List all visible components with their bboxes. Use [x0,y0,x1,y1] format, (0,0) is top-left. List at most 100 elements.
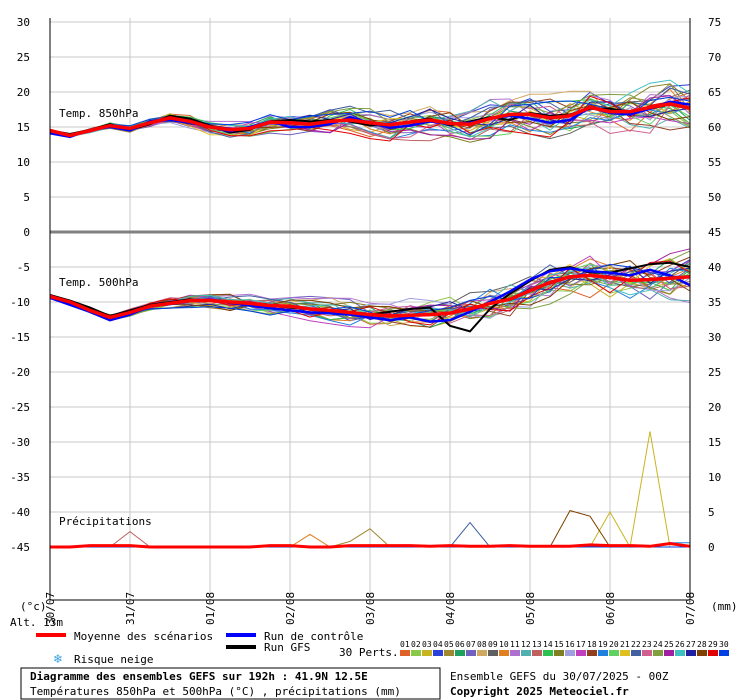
pert-legend-id: 09 [488,640,498,649]
pert-legend-swatch [499,650,509,656]
pert-legend-id: 25 [664,640,674,649]
legend-label-gfs: Run GFS [264,641,310,654]
pert-legend-swatch [477,650,487,656]
pert-legend-id: 03 [422,640,432,649]
y-right-tick-label: 20 [708,401,721,414]
pert-legend-swatch [510,650,520,656]
title-box [20,667,441,700]
pert-legend-id: 22 [631,640,641,649]
pert-legend-swatch [466,650,476,656]
y-left-tick-label: 10 [17,156,30,169]
panel-title-850hpa: Temp. 850hPa [59,107,138,120]
pert-legend-swatch [422,650,432,656]
pert-legend-swatch [653,650,663,656]
pert-legend-id: 08 [477,640,487,649]
pert-legend-swatch [565,650,575,656]
pert-legend-id: 26 [675,640,685,649]
y-left-tick-label: 5 [23,191,30,204]
y-right-tick-label: 0 [708,541,715,554]
x-tick-label: 04/08 [444,592,457,625]
pert-legend-swatch [642,650,652,656]
y-right-tick-label: 40 [708,261,721,274]
perturbation-legend: 01 02 03 04 05 06 07 08 09 10 11 12 13 14 15 16 17 18 19 20… [400,640,729,656]
pert-legend-swatch [488,650,498,656]
legend-label-control: Run de contrôle [264,630,363,643]
pert-legend-swatch [697,650,707,656]
pert-legend-id: 21 [620,640,630,649]
perturbation-line [49,96,691,136]
pert-legend-id: 20 [609,640,619,649]
y-right-tick-label: 30 [708,331,721,344]
y-left-tick-label: -5 [17,261,30,274]
legend-label-perts: 30 Perts. [339,646,399,659]
pert-legend-id: 07 [466,640,476,649]
pert-legend-id: 02 [411,640,421,649]
y-right-tick-label: 75 [708,16,721,29]
panel-title-500hpa: Temp. 500hPa [59,276,138,289]
y-right-tick-label: 65 [708,86,721,99]
chart-grid [49,18,691,600]
ensemble-mean-line [49,273,691,320]
x-tick-label: 03/08 [364,592,377,625]
legend-swatch-mean [36,633,66,637]
pert-legend-id: 04 [433,640,443,649]
y-right-tick-label: 45 [708,226,721,239]
y-left-tick-label: 20 [17,86,30,99]
chart-subtitle: Températures 850hPa et 500hPa (°C) , pré… [30,685,401,698]
y-left-tick-label: -30 [10,436,30,449]
y-right-tick-label: 25 [708,366,721,379]
chart-title: Diagramme des ensembles GEFS sur 192h : … [30,670,368,683]
x-tick-label: 05/08 [524,592,537,625]
pert-legend-id: 15 [554,640,564,649]
pert-legend-id: 13 [532,640,542,649]
pert-legend-id: 23 [642,640,652,649]
pert-legend-id: 06 [455,640,465,649]
y-left-tick-label: 25 [17,51,30,64]
pert-legend-id: 05 [444,640,454,649]
y-left-tick-label: -15 [10,331,30,344]
pert-legend-swatch [444,650,454,656]
run-info: Ensemble GEFS du 30/07/2025 - 00Z [450,670,669,683]
pert-legend-id: 17 [576,640,586,649]
pert-legend-id: 18 [587,640,597,649]
legend-swatch-control [226,633,256,637]
chart-legend: Moyenne des scénarios Run de contrôle Ru… [36,630,729,666]
y-right-tick-label: 35 [708,296,721,309]
pert-legend-swatch [664,650,674,656]
y-left-tick-label: -20 [10,366,30,379]
precip-mean-line [50,541,691,549]
pert-legend-id: 16 [565,640,575,649]
x-tick-label: 02/08 [284,592,297,625]
panel-title-precip: Précipitations [59,515,152,528]
copyright: Copyright 2025 Meteociel.fr [450,685,629,698]
perturbation-line [49,263,691,322]
left-unit-label: (°c) [20,600,47,613]
y-right-tick-label: 15 [708,436,721,449]
y-right-tick-label: 70 [708,51,721,64]
pert-legend-id: 11 [510,640,520,649]
y-left-tick-label: -40 [10,506,30,519]
pert-legend-id: 29 [708,640,718,649]
pert-legend-id: 14 [543,640,553,649]
pert-legend-id: 24 [653,640,663,649]
pert-legend-id: 27 [686,640,696,649]
pert-legend-swatch [675,650,685,656]
pert-legend-id: 12 [521,640,531,649]
y-left-tick-label: -25 [10,401,30,414]
pert-legend-swatch [609,650,619,656]
x-tick-label: 06/08 [604,592,617,625]
pert-legend-swatch [631,650,641,656]
legend-label-mean: Moyenne des scénarios [74,630,213,643]
y-right-tick-label: 50 [708,191,721,204]
pert-legend-id: 30 [719,640,729,649]
pert-legend-swatch [576,650,586,656]
y-left-tick-label: 0 [23,226,30,239]
chart-axes: 30/07 31/07 01/08 02/08 03/08 04/08 05/08 06/08… [10,16,721,625]
y-left-tick-label: -35 [10,471,30,484]
pert-legend-swatch [708,650,718,656]
pert-legend-swatch [686,650,696,656]
pert-legend-swatch [554,650,564,656]
altitude-label: Alt. 13m [10,616,63,629]
pert-legend-swatch [543,650,553,656]
